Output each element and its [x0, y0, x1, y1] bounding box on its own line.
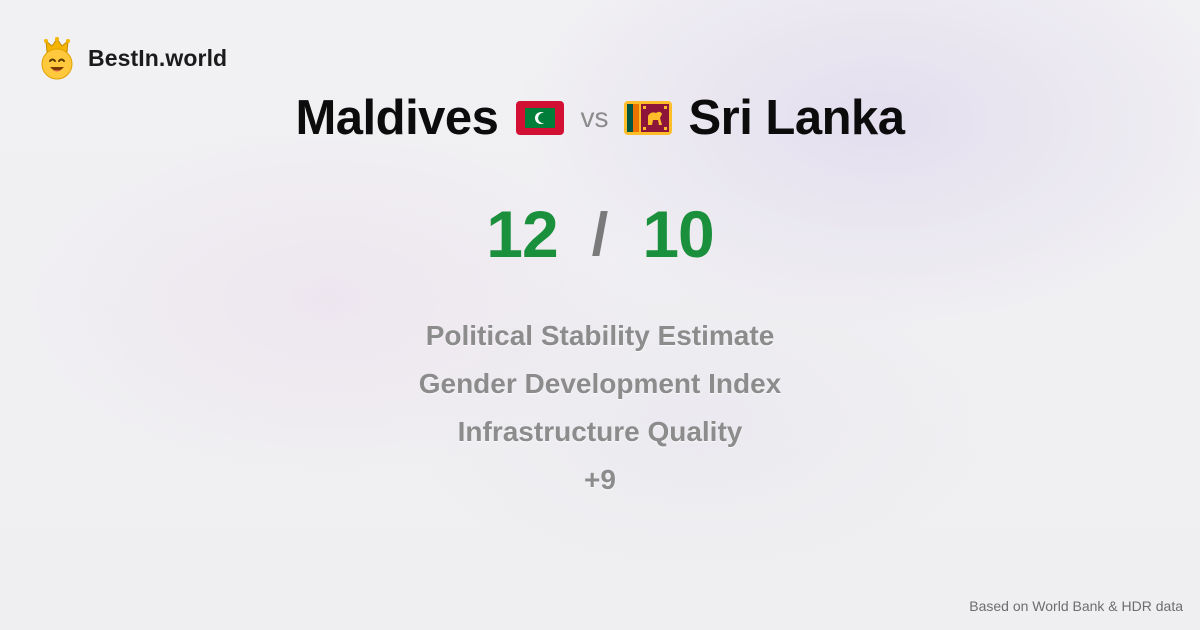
score-row: 12 / 10	[0, 196, 1200, 272]
criteria-list: Political Stability Estimate Gender Deve…	[0, 312, 1200, 504]
score-separator: /	[591, 200, 609, 268]
brand-name: BestIn.world	[88, 44, 228, 71]
criterion-item: Gender Development Index	[418, 368, 782, 399]
criterion-item: Infrastructure Quality	[457, 416, 743, 447]
right-score: 10	[642, 197, 714, 271]
crowned-smiley-icon	[41, 37, 73, 80]
left-country-name: Maldives	[295, 91, 499, 145]
left-score: 12	[486, 197, 558, 271]
criterion-item: Political Stability Estimate	[425, 320, 775, 351]
vs-label: vs	[580, 102, 609, 133]
brand-header[interactable]: BestIn.world	[38, 36, 227, 80]
right-country-name: Sri Lanka	[688, 91, 905, 145]
comparison-title: Maldives vs Sri Lanka	[0, 88, 1200, 148]
more-criteria-count: +9	[584, 464, 616, 495]
maldives-flag-icon	[516, 101, 565, 135]
data-source-note: Based on World Bank & HDR data	[969, 598, 1183, 614]
sri-lanka-flag-icon	[624, 101, 673, 135]
